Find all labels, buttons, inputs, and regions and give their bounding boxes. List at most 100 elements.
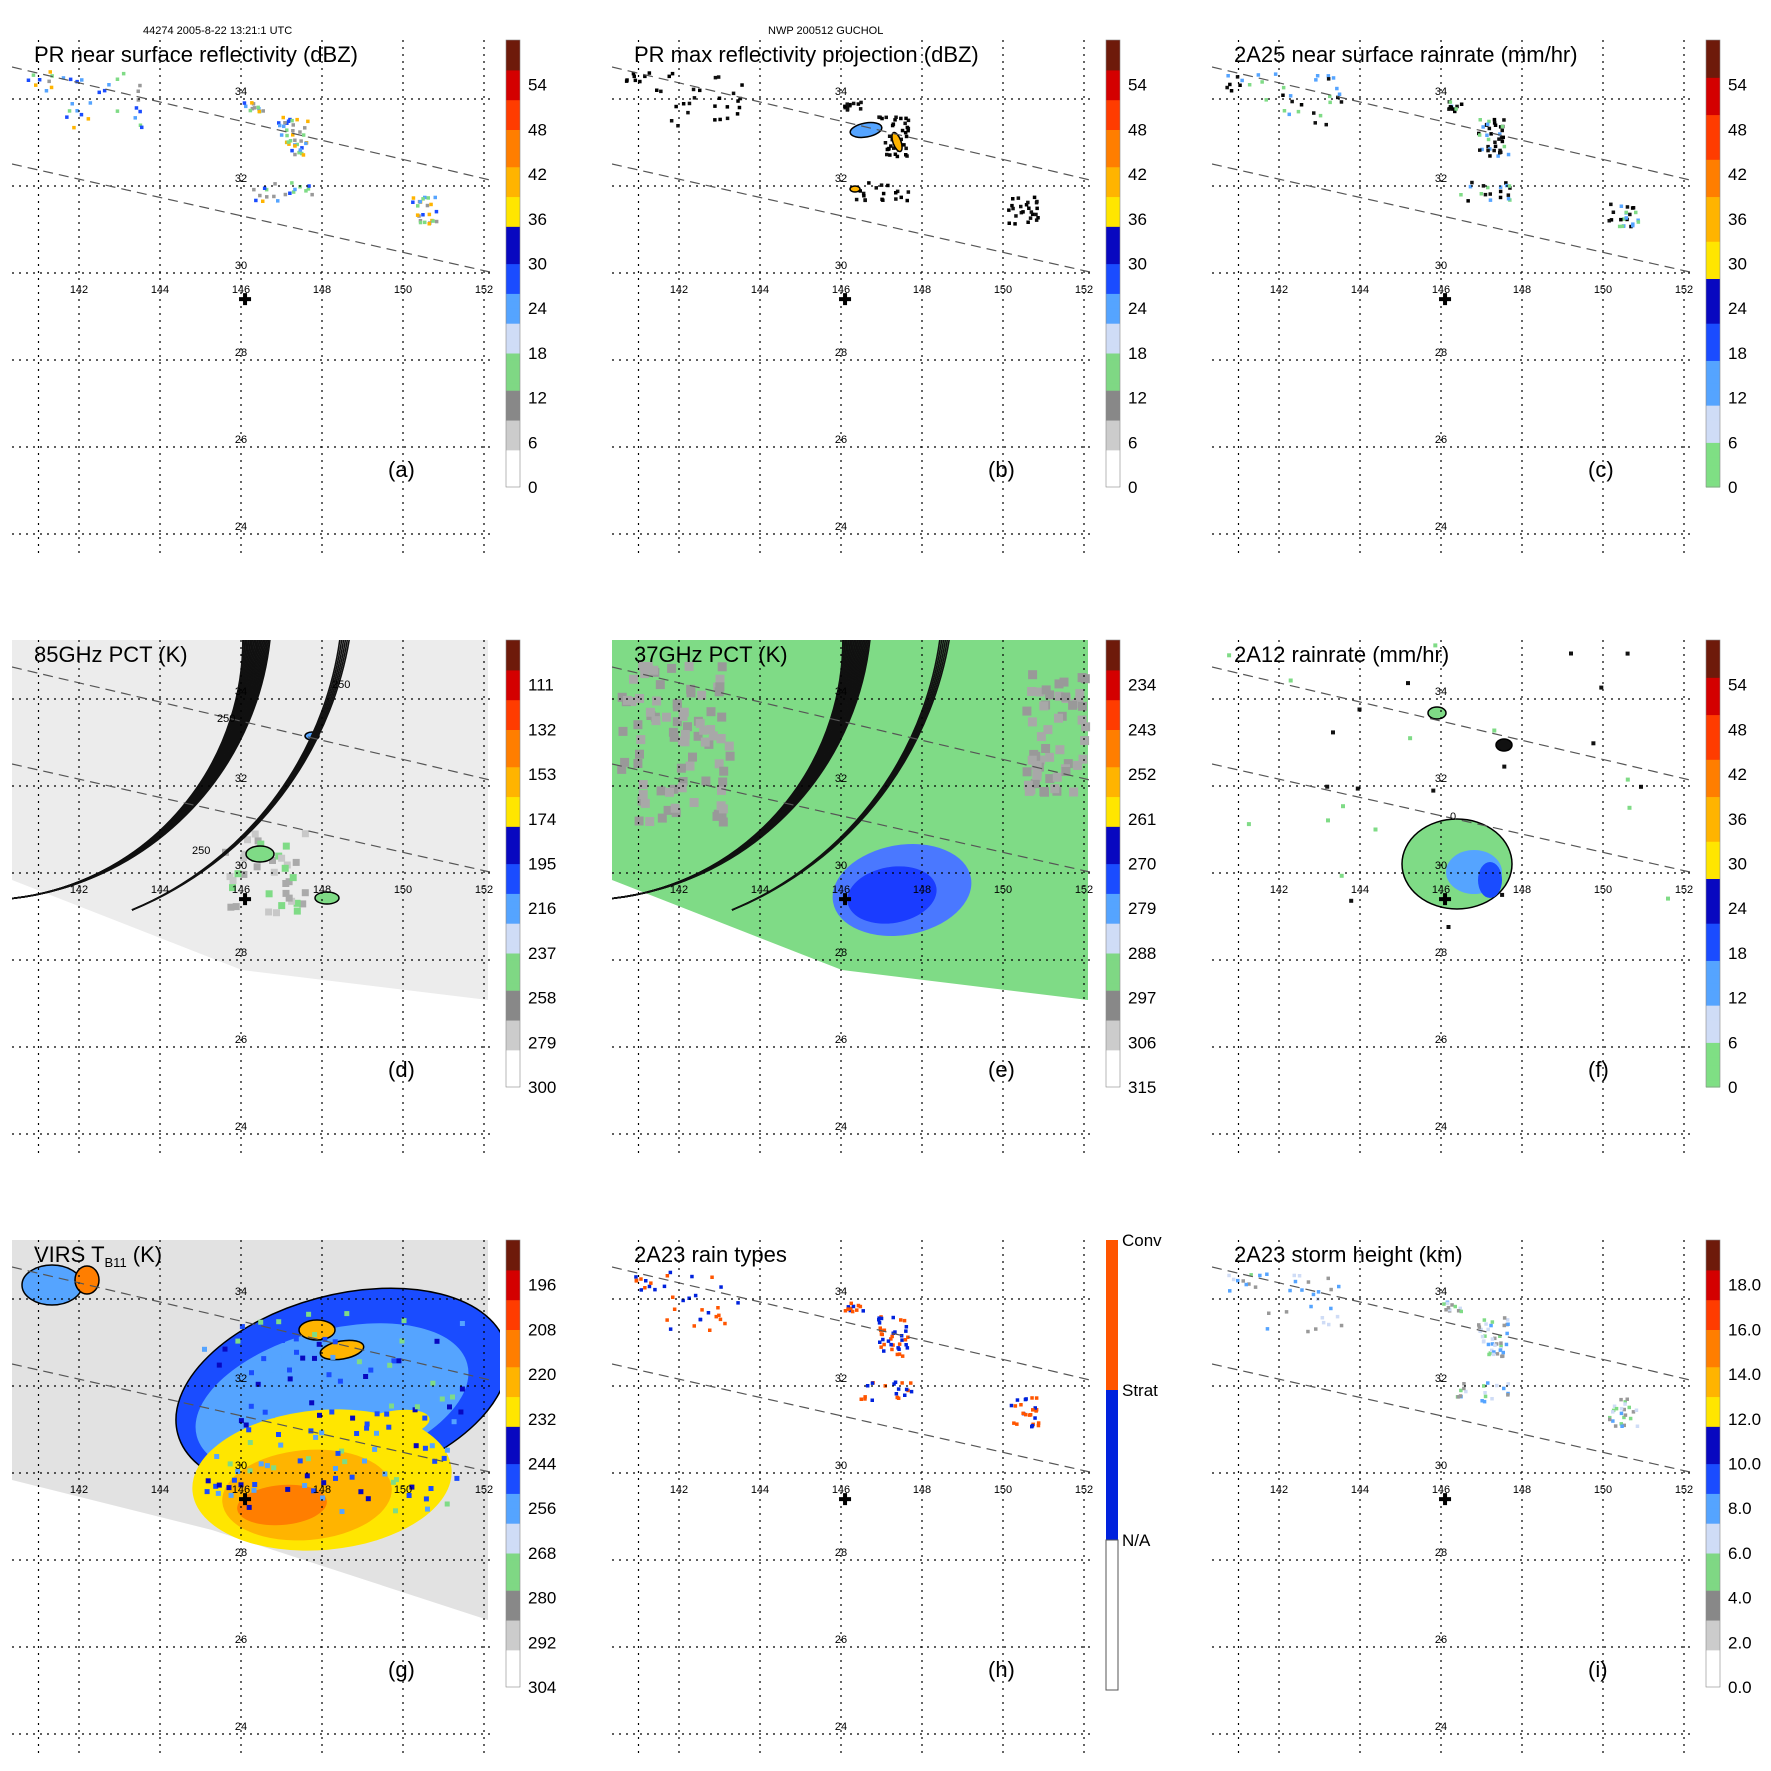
- strat-segment: [1106, 1390, 1118, 1540]
- colorbar-segment: [1706, 1530, 1720, 1539]
- rain-pixel: [1327, 1322, 1331, 1327]
- rain-pixel: [1500, 892, 1505, 897]
- warm-pixel: [680, 737, 690, 747]
- rain-pixel: [1502, 764, 1507, 769]
- scatter-pixel: [293, 899, 301, 907]
- colorbar-segment: [1706, 856, 1720, 865]
- panel-title-text: PR near surface reflectivity (dBZ): [34, 42, 358, 67]
- lat-tick-label: 34: [835, 86, 847, 98]
- cloud-pixel: [312, 1355, 317, 1361]
- conv-segment: [1106, 1240, 1118, 1390]
- colorbar-segment: [1106, 181, 1120, 190]
- colorbar-segment: [1106, 744, 1120, 753]
- colorbar-segment: [506, 1545, 520, 1554]
- colorbar-segment: [1706, 766, 1720, 775]
- rain-pixel: [896, 1346, 900, 1350]
- rain-pixel: [1498, 1348, 1503, 1352]
- rain-pixel: [67, 109, 72, 113]
- rain-pixel: [1456, 1309, 1461, 1313]
- rain-pixel: [248, 108, 253, 113]
- cloud-pixel: [262, 1409, 268, 1415]
- rain-pixel: [1314, 1327, 1318, 1331]
- contour-label: 0: [1450, 811, 1456, 823]
- warm-pixel: [684, 661, 694, 671]
- rain-pixel: [1260, 80, 1264, 84]
- lat-tick-label: 30: [235, 260, 247, 272]
- rain-pixel: [1021, 210, 1025, 214]
- rain-pixel: [1631, 223, 1635, 228]
- rain-pixel: [674, 104, 678, 109]
- lon-tick-label: 150: [1594, 1484, 1612, 1496]
- ring-artifact: [612, 640, 950, 911]
- rain-pixel: [886, 1339, 891, 1343]
- colorbar-segment: [1706, 1552, 1720, 1561]
- colorbar-segment: [1706, 166, 1720, 175]
- rain-pixel: [1666, 896, 1670, 901]
- colorbar-segment: [1106, 796, 1120, 805]
- colorbar-segment: [1706, 654, 1720, 663]
- colorbar-tick-label: 36: [1728, 810, 1747, 829]
- rain-pixel: [273, 182, 277, 186]
- cold-core: [847, 866, 937, 924]
- colorbar-segment: [1106, 1042, 1120, 1051]
- lat-tick-label: 32: [835, 1373, 847, 1385]
- lon-tick-label: 146: [1432, 1484, 1450, 1496]
- warm-pixel: [679, 707, 689, 717]
- lat-tick-label: 32: [235, 173, 247, 185]
- colorbar-segment: [1706, 878, 1720, 887]
- lon-tick-label: 152: [1075, 284, 1093, 296]
- warm-pixel: [1045, 690, 1055, 700]
- colorbar-segment: [1106, 1019, 1120, 1028]
- rain-pixel: [692, 1324, 696, 1328]
- rain-pixel: [882, 1342, 886, 1347]
- colorbar-tick-label: 18: [528, 344, 547, 363]
- colorbar-segment: [506, 1493, 520, 1502]
- rain-pixel: [1507, 184, 1512, 188]
- colorbar-tick-label: 270: [1128, 855, 1156, 874]
- colorbar-segment: [1706, 811, 1720, 820]
- rain-pixel: [879, 1316, 884, 1321]
- rain-pixel: [1446, 1305, 1451, 1310]
- colorbar-segment: [1706, 1359, 1720, 1368]
- rain-pixel: [1498, 195, 1503, 200]
- colorbar-segment: [1106, 684, 1120, 693]
- colorbar-segment: [506, 960, 520, 969]
- colorbar-segment: [506, 114, 520, 123]
- colorbar-segment: [506, 129, 520, 138]
- rain-pixel: [1486, 137, 1491, 142]
- scatter-pixel: [282, 889, 290, 897]
- colorbar-segment: [506, 1478, 520, 1487]
- rain-pixel: [1490, 1320, 1495, 1324]
- cloud-pixel: [342, 1459, 348, 1465]
- colorbar-tick-label: 300: [528, 1078, 556, 1097]
- ring-arc: [612, 640, 871, 900]
- panel-title-end: (K): [127, 1242, 162, 1267]
- colorbar-segment: [506, 781, 520, 790]
- colorbar-tick-label: 252: [1128, 765, 1156, 784]
- warm-pixel: [697, 690, 707, 700]
- colorbar-segment: [1106, 803, 1120, 812]
- cloud-pixel: [205, 1478, 211, 1484]
- colorbar-tick-label: 8.0: [1728, 1499, 1752, 1518]
- rain-pixel: [1265, 1327, 1270, 1331]
- rain-pixel: [261, 199, 265, 203]
- colorbar-segment: [506, 669, 520, 678]
- rain-pixel: [895, 1352, 900, 1357]
- rain-pixel: [906, 118, 911, 123]
- rain-pixel: [293, 138, 297, 142]
- colorbar-segment: [506, 1329, 520, 1338]
- rain-pixel: [306, 187, 311, 191]
- rain-pixel: [889, 1342, 893, 1347]
- colorbar-segment: [1706, 647, 1720, 656]
- colorbar-tick-label: 12: [1728, 389, 1747, 408]
- rain-pixel: [858, 189, 862, 193]
- rain-pixel: [846, 1305, 851, 1309]
- pr-swath-edge-north: [612, 666, 1091, 781]
- colorbar-segment: [506, 1034, 520, 1043]
- cloud-pixel: [216, 1482, 222, 1488]
- rain-pixel: [899, 116, 903, 121]
- lat-tick-label: 24: [1435, 521, 1447, 533]
- rain-pixel: [1014, 214, 1018, 218]
- colorbar-segment: [1706, 1433, 1720, 1442]
